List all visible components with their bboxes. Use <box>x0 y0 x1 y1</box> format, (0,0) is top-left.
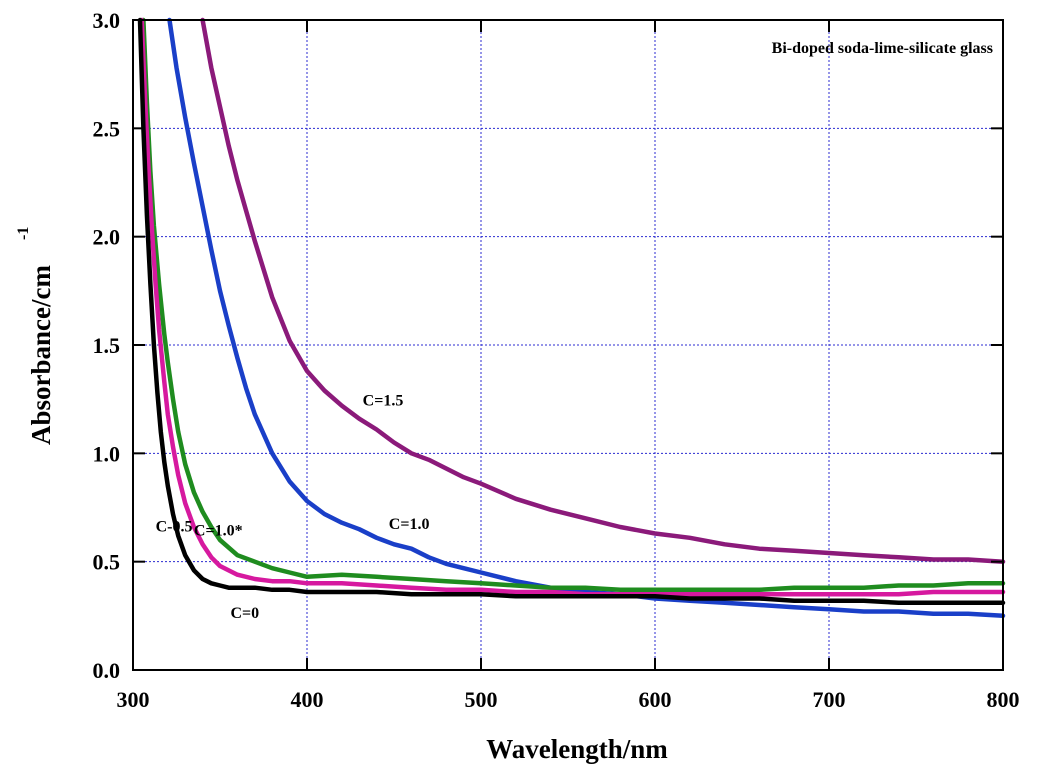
series-label: C=1.0 <box>389 516 430 533</box>
y-tick-label: 1.0 <box>93 441 121 466</box>
series-label: C=1.0* <box>194 523 243 540</box>
y-tick-label: 2.0 <box>93 225 121 250</box>
axis-ticks: 300 400 500 600 700 800 0.0 0.5 1.0 1.5 2.0 2.5 3.0 <box>93 8 1020 712</box>
series-label: C=1.5 <box>363 393 404 410</box>
x-axis-title: Wavelength/nm <box>486 734 668 764</box>
x-tick-label: 800 <box>987 687 1020 712</box>
y-tick-label: 2.5 <box>93 116 121 141</box>
x-tick-label: 400 <box>291 687 324 712</box>
series-label: C-0.5 <box>156 518 193 535</box>
series-line-c-1-0- <box>141 17 1006 593</box>
y-tick-label: 0.0 <box>93 658 121 683</box>
x-tick-label: 500 <box>465 687 498 712</box>
series-lines <box>137 17 1006 619</box>
series-line-c-1-5 <box>200 17 1006 564</box>
x-tick-label: 300 <box>117 687 150 712</box>
y-axis-title-text: Absorbance/cm <box>26 265 56 445</box>
series-line-c-0 <box>137 17 1006 606</box>
y-tick-label: 0.5 <box>93 550 121 575</box>
y-tick-label: 3.0 <box>93 8 121 33</box>
series-line-c-1-0 <box>167 17 1006 619</box>
chart-annotation: Bi-doped soda-lime-silicate glass <box>772 40 993 57</box>
x-tick-label: 600 <box>639 687 672 712</box>
series-label: C=0 <box>230 605 259 622</box>
series-line-c-0-5 <box>139 17 1006 597</box>
y-axis-title-superscript: -1 <box>15 227 32 240</box>
y-axis-title-main: Absorbance/cm <box>26 265 56 445</box>
series-labels: C=1.5 C=1.0 C=1.0*C-0.5 C=0 <box>156 393 430 622</box>
y-tick-label: 1.5 <box>93 333 121 358</box>
y-axis-title: Absorbance/cm -1 <box>15 227 56 445</box>
grid <box>132 19 1004 671</box>
x-tick-label: 700 <box>813 687 846 712</box>
plot-frame <box>132 19 1004 671</box>
